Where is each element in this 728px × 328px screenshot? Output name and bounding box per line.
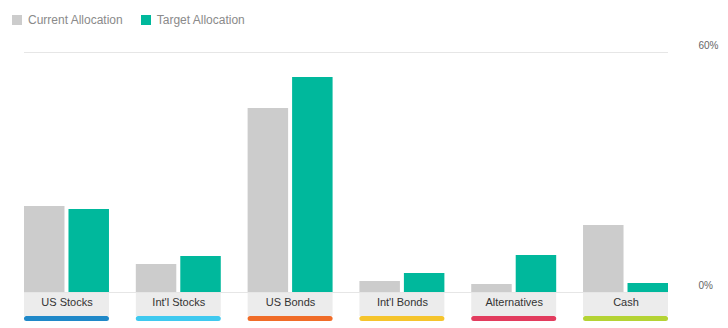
svg-text:US Stocks: US Stocks xyxy=(41,296,93,308)
svg-text:0%: 0% xyxy=(699,280,714,291)
svg-text:Int'l Bonds: Int'l Bonds xyxy=(377,296,429,308)
svg-text:60%: 60% xyxy=(699,40,719,51)
svg-text:US Bonds: US Bonds xyxy=(266,296,316,308)
svg-text:Int'l Stocks: Int'l Stocks xyxy=(152,296,205,308)
svg-text:Cash: Cash xyxy=(613,296,639,308)
html-text:Target Allocation: Target Allocation xyxy=(156,13,245,27)
html-text:Current Allocation: Current Allocation xyxy=(28,13,123,27)
svg-text:Alternatives: Alternatives xyxy=(485,296,543,308)
